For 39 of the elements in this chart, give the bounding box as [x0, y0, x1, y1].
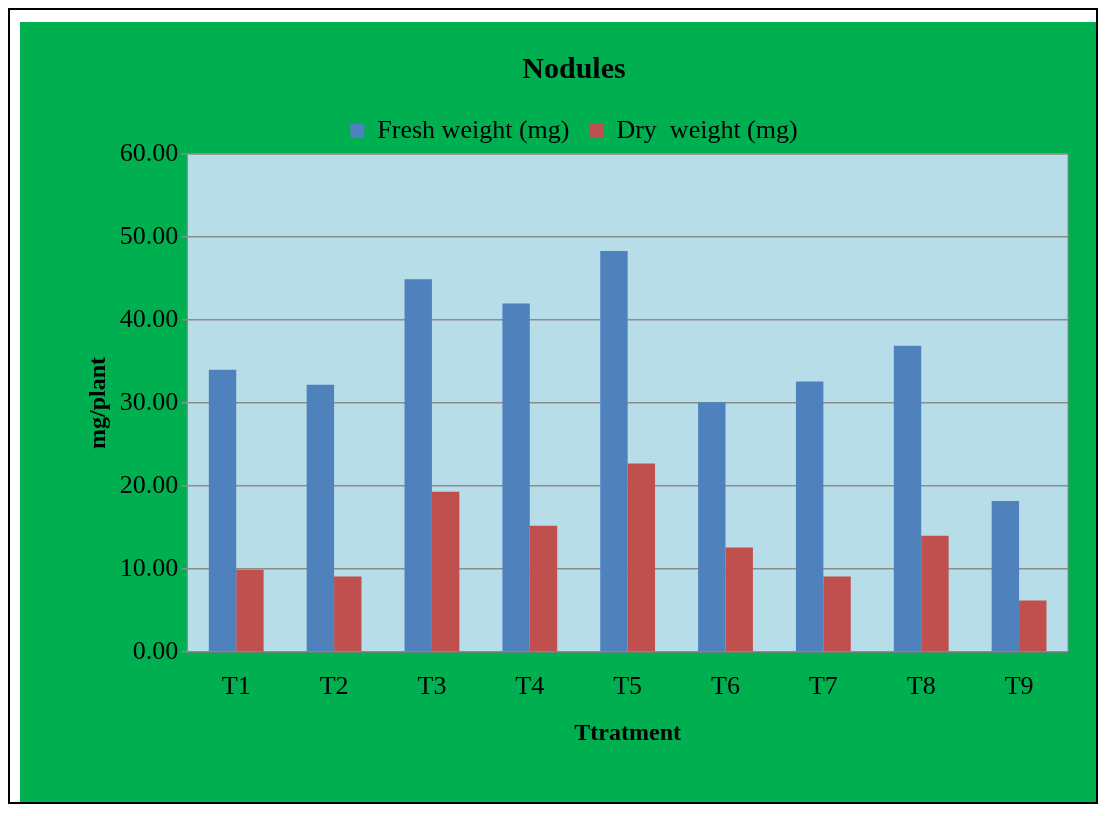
- bar: [823, 576, 851, 652]
- bar: [236, 569, 264, 652]
- chart-title: Nodules: [522, 50, 626, 84]
- x-tick-label: T2: [319, 671, 349, 701]
- bar: [991, 500, 1020, 652]
- x-tick-label: T5: [613, 671, 643, 701]
- bar: [600, 251, 628, 652]
- bar: [725, 547, 753, 652]
- bar: [502, 303, 530, 652]
- bar: [306, 384, 335, 652]
- bar: [334, 576, 362, 652]
- bar: [1019, 600, 1047, 652]
- bar: [627, 463, 656, 652]
- bar: [529, 525, 558, 652]
- y-tick-label: 30.00: [119, 386, 179, 416]
- x-tick-label: T1: [221, 671, 251, 701]
- legend-label: Dry weight (mg): [616, 114, 798, 144]
- bar: [431, 491, 460, 652]
- y-tick-label: 0.00: [132, 635, 179, 665]
- y-tick-label: 50.00: [119, 220, 179, 250]
- legend-label: Fresh weight (mg): [377, 114, 570, 144]
- x-tick-label: T3: [417, 671, 447, 701]
- y-tick-label: 60.00: [119, 137, 179, 167]
- y-axis-title: mg/plant: [83, 356, 110, 450]
- y-tick-label: 20.00: [119, 469, 179, 499]
- x-tick-label: T8: [906, 671, 936, 701]
- bar: [921, 535, 949, 652]
- bar: [698, 402, 726, 652]
- x-tick-label: T7: [808, 671, 838, 701]
- x-axis-title: Ttratment: [574, 718, 681, 745]
- bar: [208, 369, 237, 652]
- x-tick-label: T4: [515, 671, 545, 701]
- y-tick-label: 10.00: [119, 552, 179, 582]
- y-tick-label: 40.00: [119, 303, 179, 333]
- bar: [795, 381, 824, 652]
- x-tick-label: T9: [1004, 671, 1034, 701]
- bar: [404, 279, 432, 652]
- x-tick-label: T6: [711, 671, 740, 701]
- bar: [893, 345, 922, 652]
